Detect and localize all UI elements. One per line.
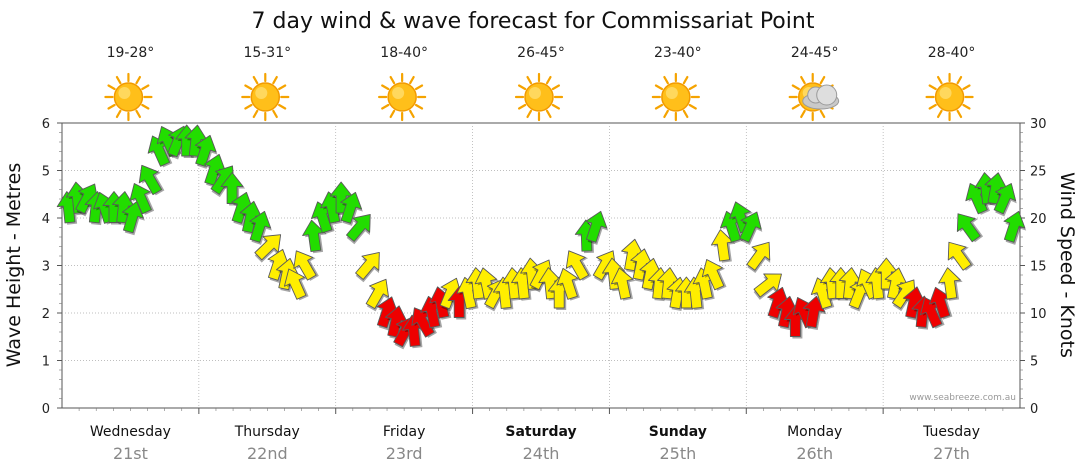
wind-arrow — [184, 124, 209, 159]
wind-arrow — [1003, 210, 1027, 245]
wind-arrow — [610, 267, 636, 301]
sun-icon — [925, 72, 974, 122]
wind-arrow — [283, 268, 309, 301]
left-tick-label: 4 — [42, 212, 50, 227]
right-tick-label: 0 — [1030, 402, 1038, 417]
sun-icon — [651, 72, 700, 122]
day-temp-range: 19-28° — [107, 45, 155, 61]
sun-icon — [514, 72, 564, 122]
day-name-label: Tuesday — [922, 424, 980, 440]
wind-arrow — [585, 210, 609, 245]
wind-arrow — [753, 273, 782, 300]
day-date-label: 21st — [113, 444, 148, 463]
wind-arrow — [138, 164, 165, 196]
wind-arrow — [365, 278, 390, 312]
right-tick-label: 15 — [1030, 260, 1047, 275]
wind-arrow — [739, 211, 763, 245]
wind-arrow — [203, 153, 227, 188]
left-tick-label: 3 — [42, 260, 50, 275]
wind-arrow — [112, 191, 137, 226]
day-name-label: Sunday — [649, 424, 707, 440]
wind-arrow — [556, 267, 581, 301]
day-date-label: 23rd — [386, 444, 423, 463]
sun-icon — [241, 72, 290, 122]
day-temp-range: 24-45° — [791, 45, 839, 61]
wind-arrow — [194, 134, 218, 169]
day-date-label: 24th — [523, 444, 560, 463]
wind-arrows — [56, 124, 1027, 350]
wind-arrow — [565, 250, 592, 281]
left-tick-label: 2 — [42, 307, 50, 322]
sun-icon — [104, 72, 153, 122]
wind-arrow — [121, 201, 145, 236]
day-temp-range: 23-40° — [654, 45, 702, 61]
left-tick-label: 0 — [42, 402, 50, 417]
day-name-label: Monday — [787, 424, 842, 440]
day-date-label: 22nd — [247, 444, 288, 463]
day-labels: Wednesday 21st Thursday 22nd Friday 23rd Satur… — [90, 424, 980, 463]
left-tick-label: 5 — [42, 165, 50, 180]
day-name-label: Friday — [383, 424, 425, 440]
wind-arrow — [993, 183, 1017, 217]
day-temp-range: 18-40° — [380, 45, 428, 61]
wind-arrow — [947, 241, 974, 271]
day-temp-range: 28-40° — [928, 45, 976, 61]
right-tick-label: 25 — [1030, 165, 1047, 180]
wind-arrow — [220, 172, 246, 206]
right-tick-label: 20 — [1030, 212, 1047, 227]
wind-arrow — [254, 234, 282, 263]
sun-icon — [378, 72, 427, 122]
left-tick-label: 6 — [42, 117, 50, 132]
left-axis-title: Wave Height - Metres — [3, 163, 25, 367]
left-axis: 0 1 2 3 4 5 6 — [42, 117, 62, 417]
left-tick-label: 1 — [42, 355, 50, 370]
day-headers: 19-28° 15-31° 18-40° 26-45° 23-40° 24-45° 28-4… — [104, 45, 976, 122]
day-date-label: 25th — [659, 444, 696, 463]
wind-arrow — [355, 252, 380, 283]
right-axis: 0 5 10 15 20 25 30 — [1020, 117, 1047, 417]
credit-text: www.seabreeze.com.au — [909, 393, 1016, 403]
right-tick-label: 30 — [1030, 117, 1047, 132]
chart-title: 7 day wind & wave forecast for Commissar… — [252, 9, 815, 34]
right-tick-label: 5 — [1030, 355, 1038, 370]
day-name-label: Thursday — [234, 424, 300, 440]
day-date-label: 26th — [796, 444, 833, 463]
partly-cloudy-icon — [788, 72, 840, 122]
wind-arrow — [346, 214, 371, 245]
wind-arrow — [938, 267, 963, 301]
wind-arrow — [746, 241, 771, 274]
day-date-label: 27th — [933, 444, 970, 463]
day-temp-range: 15-31° — [243, 45, 291, 61]
day-temp-range: 26-45° — [517, 45, 565, 61]
wind-arrow — [249, 210, 272, 245]
wind-arrow — [340, 191, 363, 226]
right-axis-title: Wind Speed - Knots — [1056, 172, 1078, 358]
wind-arrow — [293, 250, 319, 281]
wind-arrow — [956, 213, 984, 243]
day-name-label: Wednesday — [90, 424, 171, 440]
day-name-label: Saturday — [505, 424, 576, 440]
wind-arrow — [701, 259, 727, 291]
wind-arrow — [129, 183, 155, 215]
right-tick-label: 10 — [1030, 307, 1047, 322]
